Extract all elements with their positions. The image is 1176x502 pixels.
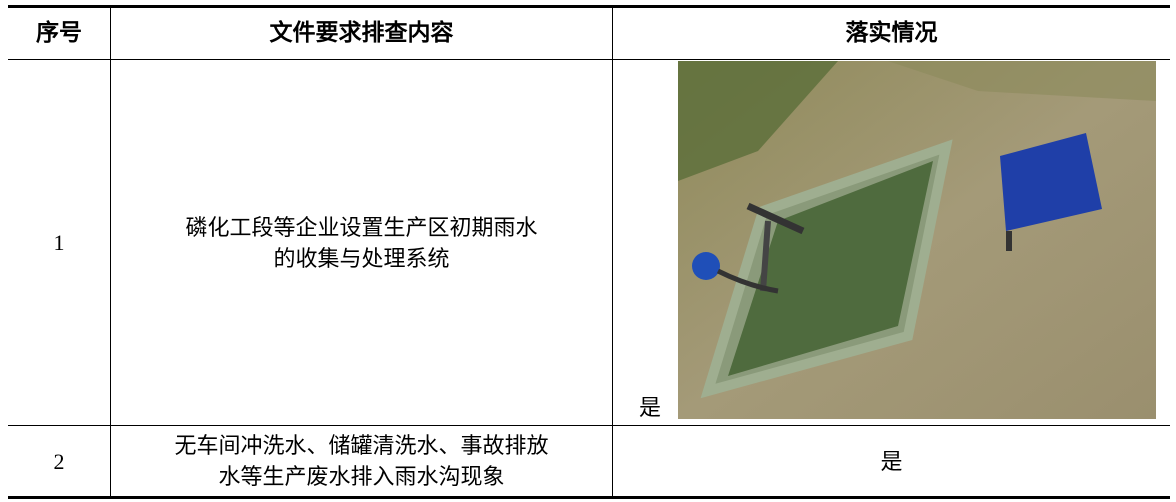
requirement: 无车间冲洗水、储罐清洗水、事故排放 水等生产废水排入雨水沟现象 (111, 426, 612, 496)
row-number: 1 (53, 230, 65, 255)
photo (678, 61, 1156, 419)
header-cell: 序号 (36, 20, 82, 46)
column-rule (110, 8, 111, 496)
header-rule (8, 59, 1170, 60)
status: 是 (638, 395, 661, 420)
text-line: 的收集与处理系统 (273, 245, 450, 271)
status: 是 (880, 448, 903, 474)
column-rule (612, 8, 613, 496)
row-rule (8, 425, 1170, 426)
requirement: 磷化工段等企业设置生产区初期雨水 的收集与处理系统 (111, 60, 612, 425)
header-cell: 落实情况 (845, 20, 938, 46)
text-line: 水等生产废水排入雨水沟现象 (218, 464, 505, 489)
text-line: 磷化工段等企业设置生产区初期雨水 (185, 214, 538, 240)
row-number: 2 (53, 448, 65, 474)
header-cell: 文件要求排查内容 (269, 20, 454, 46)
text-line: 无车间冲洗水、储罐清洗水、事故排放 (174, 433, 549, 458)
top-rule (8, 5, 1170, 8)
bottom-rule (8, 496, 1170, 499)
